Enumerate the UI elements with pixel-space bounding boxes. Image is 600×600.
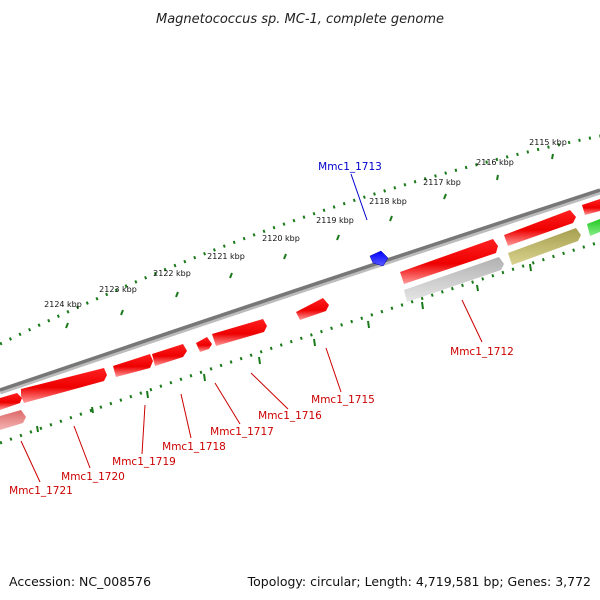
gene-red-right-1[interactable]	[504, 210, 576, 246]
inner-major-ticks	[36, 263, 532, 433]
gene-arrow	[504, 210, 576, 246]
label-mmc1-1719[interactable]: Mmc1_1719	[112, 456, 176, 468]
leader-line-1717	[214, 382, 241, 425]
gene-mmc1-1721[interactable]	[0, 393, 22, 410]
gene-arrow	[508, 228, 581, 265]
inner-tick	[258, 356, 261, 365]
gene-mmc1-1712[interactable]	[400, 239, 498, 284]
gene-mmc1-1720[interactable]	[21, 368, 107, 403]
label-mmc1-1716[interactable]: Mmc1_1716	[258, 410, 322, 422]
gene-arrow	[0, 393, 22, 410]
major-tick	[389, 215, 393, 222]
inner-tick	[529, 263, 532, 272]
outer-ruler: 2115 kbp 2116 kbp 2117 kbp 2118 kbp 2119…	[0, 134, 600, 346]
gene-arrow	[582, 199, 600, 215]
tick-label-2119: 2119 kbp	[316, 216, 354, 225]
gene-mmc1-1713[interactable]	[369, 250, 389, 267]
major-tick	[551, 153, 554, 160]
gene-arrow	[113, 354, 153, 377]
inner-tick	[146, 390, 149, 399]
gene-labels: Mmc1_1713 Mmc1_1712 Mmc1_1715 Mmc1_1716 …	[9, 161, 514, 497]
gene-arrow	[212, 319, 267, 346]
inner-tick	[476, 284, 479, 292]
inner-tick	[421, 301, 424, 310]
gene-mmc1-1719[interactable]	[113, 354, 153, 377]
leader-line-1721	[20, 440, 41, 483]
tick-label-2121: 2121 kbp	[207, 252, 245, 261]
label-mmc1-1721[interactable]: Mmc1_1721	[9, 485, 73, 497]
gene-pink-left[interactable]	[0, 410, 26, 430]
major-tick	[336, 234, 340, 241]
gene-arrow	[404, 257, 504, 302]
leader-line-1718	[180, 393, 192, 439]
major-tick	[65, 322, 69, 329]
gene-olive[interactable]	[508, 228, 581, 265]
leader-line-1716	[250, 372, 289, 410]
gene-arrow	[0, 410, 26, 430]
major-tick	[229, 272, 233, 279]
forward-strand-genes	[0, 199, 600, 410]
gene-mmc1-1716[interactable]	[212, 319, 267, 346]
gene-arrow	[21, 368, 107, 403]
label-leaders	[20, 173, 483, 483]
tick-label-2115: 2115 kbp	[529, 138, 567, 147]
gene-mmc1-1718[interactable]	[152, 344, 187, 366]
leader-line-1713	[350, 173, 368, 221]
gene-arrow	[400, 239, 498, 284]
major-tick	[120, 309, 124, 316]
gene-arrow	[587, 219, 600, 236]
major-tick	[496, 174, 499, 181]
label-mmc1-1713[interactable]: Mmc1_1713	[318, 161, 382, 173]
gene-mmc1-1717[interactable]	[196, 337, 212, 352]
tick-label-2117: 2117 kbp	[423, 178, 461, 187]
accession-label: Accession: NC_008576	[9, 574, 151, 589]
inner-tick	[313, 338, 316, 347]
tick-label-2118: 2118 kbp	[369, 197, 407, 206]
tick-label-2123: 2123 kbp	[99, 285, 137, 294]
gene-arrow	[152, 344, 187, 366]
label-mmc1-1715[interactable]: Mmc1_1715	[311, 394, 375, 406]
gene-arrow	[196, 337, 212, 352]
genome-backbone	[0, 188, 600, 395]
leader-line-1720	[73, 425, 91, 469]
gene-red-right-2[interactable]	[582, 199, 600, 215]
gene-arrow	[369, 250, 389, 267]
map-title: Magnetococcus sp. MC-1, complete genome	[156, 12, 444, 27]
tick-label-2116: 2116 kbp	[476, 158, 514, 167]
tick-label-2120: 2120 kbp	[262, 234, 300, 243]
inner-tick	[91, 406, 94, 414]
major-tick	[443, 193, 447, 200]
inner-tick	[36, 425, 39, 433]
inner-tick	[203, 373, 206, 382]
gene-green[interactable]	[587, 219, 600, 236]
backbone-shadow	[0, 189, 600, 395]
gene-gray[interactable]	[404, 257, 504, 302]
major-tick	[283, 253, 287, 260]
label-mmc1-1720[interactable]: Mmc1_1720	[61, 471, 125, 483]
backbone-line	[0, 188, 600, 392]
inner-tick	[367, 320, 370, 329]
major-ticks	[65, 153, 554, 329]
gene-arrow	[296, 298, 329, 320]
inner-ruler	[0, 240, 600, 445]
gene-mmc1-1715[interactable]	[296, 298, 329, 320]
tick-label-2124: 2124 kbp	[44, 300, 82, 309]
leader-line-1715	[325, 347, 342, 393]
label-mmc1-1712[interactable]: Mmc1_1712	[450, 346, 514, 358]
lower-track-genes	[0, 219, 600, 430]
genome-summary: Topology: circular; Length: 4,719,581 bp…	[247, 574, 591, 589]
leader-line-1712	[461, 299, 483, 343]
label-mmc1-1718[interactable]: Mmc1_1718	[162, 441, 226, 453]
leader-line-1719	[141, 404, 146, 455]
tick-label-2122: 2122 kbp	[153, 269, 191, 278]
label-mmc1-1717[interactable]: Mmc1_1717	[210, 426, 274, 438]
major-tick	[175, 291, 179, 298]
